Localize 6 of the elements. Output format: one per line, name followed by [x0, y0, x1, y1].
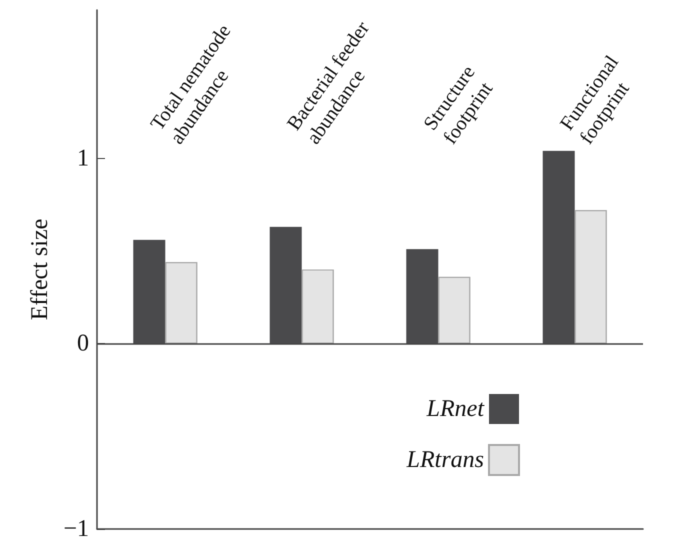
y-tick-label: −1 [63, 516, 89, 541]
y-axis-title: Effect size [27, 218, 53, 320]
y-tick-label: 0 [77, 330, 89, 357]
legend-label: LRnet [426, 396, 486, 422]
y-tick-label: 1 [77, 145, 89, 172]
legend-label: LRtrans [406, 447, 484, 473]
